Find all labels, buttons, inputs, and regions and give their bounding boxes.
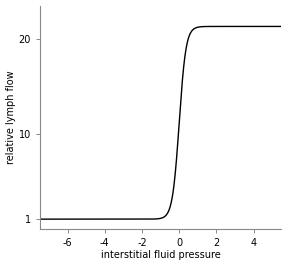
X-axis label: interstitial fluid pressure: interstitial fluid pressure (101, 251, 220, 260)
Y-axis label: relative lymph flow: relative lymph flow (5, 70, 15, 164)
